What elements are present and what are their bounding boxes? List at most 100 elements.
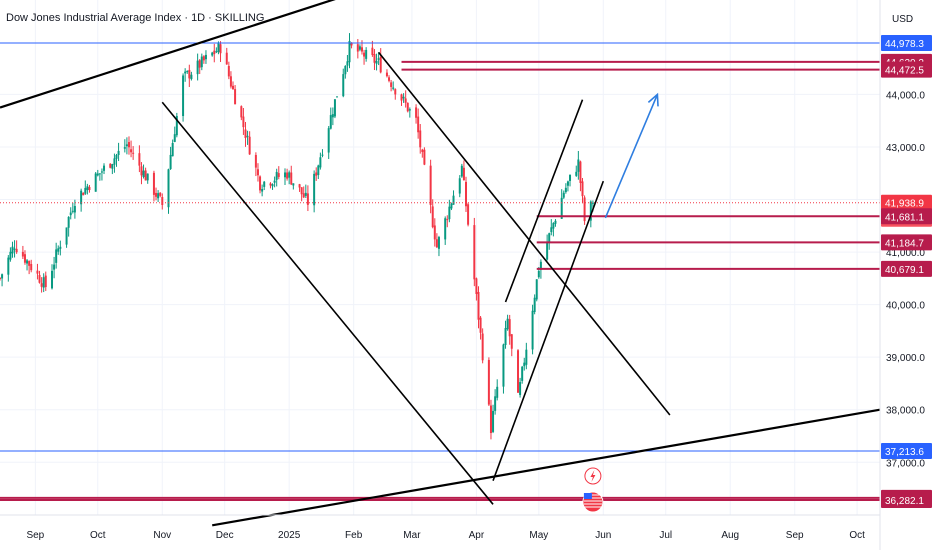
x-tick-label: Mar: [403, 530, 421, 541]
candle-body: [213, 50, 216, 55]
rising-channel-lower: [492, 180, 605, 481]
candle-body: [229, 76, 232, 87]
candle-body: [65, 227, 68, 245]
candle-body: [261, 188, 264, 192]
candle-body: [82, 192, 85, 196]
candle-body: [444, 218, 447, 240]
falling-wedge-left: [161, 101, 494, 505]
candle-body: [533, 297, 536, 312]
grid: [0, 0, 880, 515]
candle-body: [298, 184, 301, 188]
candle-body: [30, 264, 33, 271]
candle-body: [109, 163, 112, 168]
candle-body: [373, 54, 376, 63]
candle-body: [111, 164, 114, 169]
candle-body: [217, 43, 220, 53]
candle-body: [88, 187, 91, 191]
rising-channel-upper: [504, 99, 584, 303]
candle-body: [169, 154, 172, 169]
candle-body: [184, 71, 187, 74]
candle-body: [26, 260, 29, 264]
candle-body: [489, 405, 492, 434]
x-tick-label: May: [529, 530, 548, 541]
candle-body: [198, 60, 201, 68]
candle-body: [377, 58, 380, 60]
candle-body: [385, 72, 388, 77]
candle-body: [167, 169, 170, 208]
candle-body: [132, 152, 135, 154]
price-badge: [881, 208, 932, 225]
candle-body: [275, 171, 278, 180]
candle-body: [583, 197, 586, 222]
candle-body: [371, 47, 374, 56]
candle-body: [375, 60, 378, 64]
candle-body: [304, 192, 307, 196]
candle-body: [144, 170, 147, 181]
candle-body: [450, 203, 453, 209]
falling-wedge-right: [378, 51, 671, 416]
candle-body: [402, 96, 405, 99]
candle-body: [234, 89, 237, 105]
candle-body: [336, 96, 339, 98]
candle-body: [306, 193, 309, 205]
candle-body: [242, 116, 245, 128]
candle-body: [103, 165, 106, 171]
candle-body: [23, 254, 26, 263]
candle-body: [292, 183, 295, 186]
candle-body: [96, 173, 99, 176]
y-tick-label: 43,000.0: [886, 143, 925, 154]
x-tick-label: Apr: [469, 530, 485, 541]
candle-body: [269, 183, 272, 186]
currency-label: USD: [892, 14, 914, 25]
candle-body: [21, 251, 24, 257]
candle-body: [448, 206, 451, 220]
price-badge: [881, 194, 932, 211]
candle-body: [331, 114, 334, 118]
candle-body: [467, 204, 470, 225]
candle-body: [211, 52, 214, 56]
candle-body: [71, 210, 74, 212]
candle-body: [256, 169, 259, 176]
candle-body: [477, 291, 480, 320]
event-badges: [582, 467, 604, 513]
candle-body: [435, 239, 438, 248]
candle-body: [11, 246, 14, 254]
candle-body: [358, 46, 361, 50]
price-badge: [881, 234, 932, 251]
candle-body: [327, 128, 330, 153]
candle-body: [175, 115, 178, 136]
candle-body: [159, 192, 162, 196]
candle-body: [564, 187, 567, 193]
candle-body: [53, 264, 56, 270]
price-badge-label: 37,213.6: [885, 447, 924, 458]
lightning-icon: [590, 470, 596, 482]
candle-body: [232, 85, 235, 90]
candle-body: [225, 52, 228, 65]
x-tick-label: Sep: [26, 530, 44, 541]
candle-body: [13, 248, 16, 250]
candle-body: [344, 65, 347, 75]
candle-body: [408, 109, 411, 111]
candle-body: [171, 143, 174, 157]
candle-body: [417, 116, 420, 133]
price-badge: [881, 61, 932, 78]
price-badge: [881, 35, 932, 51]
candle-body: [535, 279, 538, 300]
candle-body: [7, 257, 10, 275]
candle-body: [123, 147, 126, 149]
candle-body: [502, 344, 505, 387]
candle-body: [475, 278, 478, 295]
candle-body: [415, 107, 418, 118]
candle-body: [342, 74, 345, 97]
candle-body: [0, 278, 1, 280]
candle-body: [537, 270, 540, 278]
candle-body: [321, 154, 324, 156]
candle-body: [392, 87, 395, 89]
candle-body: [419, 130, 422, 148]
candle-body: [333, 99, 336, 117]
x-tick-label: Aug: [721, 530, 739, 541]
candle-body: [155, 192, 158, 197]
candle-body: [190, 74, 193, 80]
